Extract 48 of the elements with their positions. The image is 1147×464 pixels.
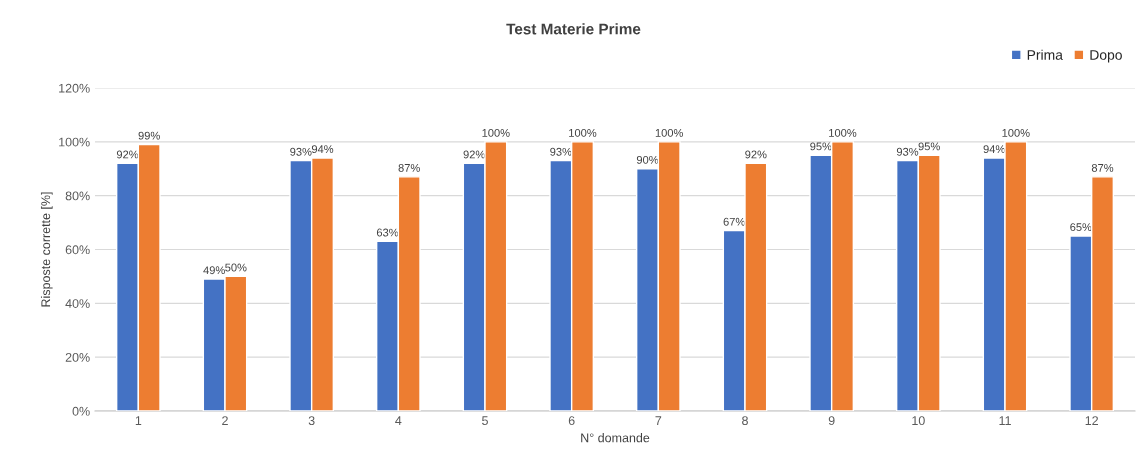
x-tick-label: 12 [1085, 416, 1098, 425]
data-label: 93% [290, 147, 312, 156]
y-tick-label: 100% [59, 137, 90, 147]
data-label: 63% [376, 228, 399, 237]
data-label: 100% [569, 128, 597, 137]
data-label: 100% [829, 128, 857, 137]
y-tick-label: 0% [72, 406, 90, 416]
y-axis-title: Risposte corrette [%] [40, 192, 53, 307]
data-label: 95% [810, 142, 832, 151]
data-label: 92% [463, 150, 485, 159]
data-label: 100% [655, 128, 683, 137]
x-tick-label: 9 [828, 416, 835, 426]
data-label: 94% [311, 145, 334, 154]
data-label: 100% [1002, 128, 1030, 137]
x-tick-label: 5 [482, 416, 488, 426]
x-tick-label: 11 [999, 416, 1011, 425]
y-tick-label: 60% [65, 245, 90, 255]
x-tick-label: 4 [395, 416, 402, 425]
chart-title: Test Materie Prime [506, 23, 641, 35]
data-label: 100% [482, 128, 510, 137]
legend-label: Dopo [1090, 50, 1122, 63]
data-label: 87% [398, 163, 420, 172]
data-label: 92% [745, 150, 767, 159]
x-axis-title: N° domande [581, 433, 650, 443]
y-tick-label: 40% [65, 299, 90, 308]
data-label: 90% [636, 155, 659, 164]
x-tick-label: 3 [308, 416, 315, 426]
data-label: 50% [225, 263, 247, 272]
data-label: 87% [1091, 163, 1114, 172]
x-tick-label: 8 [742, 416, 748, 426]
x-tick-label: 2 [222, 416, 228, 425]
data-label: 93% [550, 147, 572, 156]
data-label: 92% [116, 150, 139, 159]
x-tick-label: 7 [655, 416, 662, 425]
data-label: 94% [983, 145, 1005, 154]
data-label: 67% [723, 217, 745, 226]
data-label: 49% [203, 266, 225, 275]
y-tick-label: 80% [65, 191, 90, 201]
y-tick-label: 120% [59, 83, 90, 93]
x-tick-label: 6 [568, 416, 575, 426]
data-label: 95% [918, 142, 940, 151]
y-tick-label: 20% [65, 352, 90, 362]
legend-label: Prima [1027, 49, 1063, 60]
data-label: 93% [896, 147, 919, 156]
data-label: 99% [138, 131, 160, 140]
x-tick-label: 10 [912, 416, 925, 426]
data-label: 65% [1070, 223, 1092, 232]
x-tick-label: 1 [135, 416, 142, 425]
